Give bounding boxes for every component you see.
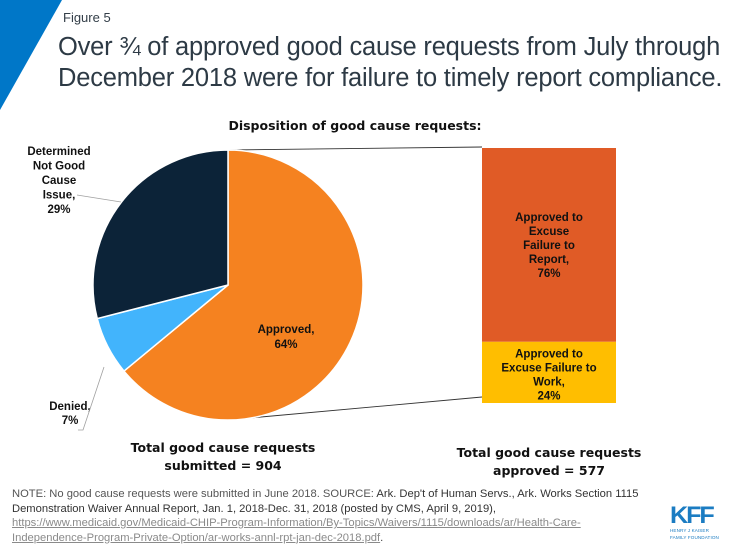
footnote-source: Ark. Dep't of Human Servs., Ark. Works S…: [12, 488, 639, 515]
source-link[interactable]: https://www.medicaid.gov/Medicaid-CHIP-P…: [12, 517, 581, 544]
bar-label-excuse_work-pct: 24%: [537, 390, 560, 402]
pie-label-approved: Approved,: [258, 324, 315, 336]
pie-labels: Approved, 64% Denied, 7% Determined Not Good C…: [27, 146, 315, 431]
pie-caption-line-1: Total good cause requests: [131, 440, 316, 455]
title-line-2: December 2018 were for failure to timely…: [58, 64, 723, 92]
bar-label-excuse_work-line-1: Approved to: [515, 348, 583, 360]
bar-label-excuse_report-line-1: Approved to: [515, 212, 583, 224]
bar-label-excuse_work-line-3: Work,: [533, 376, 565, 388]
footnote-note: NOTE: No good cause requests were submit…: [12, 488, 377, 500]
pie-label-not-good-cause-line-3: Cause: [42, 175, 77, 187]
pie-caption-line-2: submitted = 904: [164, 458, 282, 473]
pie-label-denied-pct: 7%: [62, 415, 79, 427]
bar-label-excuse_work-line-2: Excuse Failure to: [501, 362, 596, 374]
footnote-trailing: .: [380, 531, 384, 544]
pie-slice-approved: [122, 149, 364, 421]
chart-title: Disposition of good cause requests:: [228, 118, 481, 133]
bar-label-excuse_report-line-3: Failure to: [523, 240, 575, 252]
bar-segment-excuse_work: [482, 341, 616, 403]
figure-label: Figure 5: [63, 10, 111, 25]
bar-caption-line-2: approved = 577: [493, 463, 605, 478]
pie-label-not-good-cause-line-4: Issue,: [43, 190, 76, 202]
bar-label-excuse_report-line-4: Report,: [529, 254, 569, 266]
denied-leader-line: [78, 366, 105, 431]
connector-bottom: [249, 396, 483, 419]
pie-label-approved-pct: 64%: [274, 339, 297, 351]
bar-label-excuse_report-pct: 76%: [537, 268, 560, 280]
kff-logo-line-2: FAMILY FOUNDATION: [670, 534, 719, 540]
kff-logo-line-1: HENRY J KAISER: [670, 528, 710, 533]
not-good-cause-leader-line: [76, 194, 122, 203]
title-line-1: Over ¾ of approved good cause requests f…: [58, 33, 721, 61]
connector-top: [227, 146, 483, 151]
pie-label-not-good-cause-pct: 29%: [47, 204, 70, 216]
pie-slice-not_good_cause: [92, 149, 229, 320]
kff-logo: KFF HENRY J KAISER FAMILY FOUNDATION: [670, 502, 730, 540]
footnote: NOTE: No good cause requests were submit…: [12, 487, 652, 545]
pie-label-not-good-cause-line-1: Determined: [27, 146, 90, 158]
pie-to-bar-connectors: [227, 146, 483, 419]
chart-captions: Total good cause requests submitted = 904…: [131, 440, 642, 478]
pie-label-denied: Denied,: [49, 401, 91, 413]
kff-logo-mark: KFF: [670, 502, 715, 529]
pie-chart: [92, 149, 364, 421]
stacked-bar: Approved to Excuse Failure to Report, 76% App…: [482, 148, 616, 403]
bar-segment-excuse_report: [482, 148, 616, 342]
bar-label-excuse_report-line-2: Excuse: [529, 226, 569, 238]
pie-label-not-good-cause-line-2: Not Good: [33, 161, 85, 173]
bar-caption-line-1: Total good cause requests: [457, 445, 642, 460]
page-title: Over ¾ of approved good cause requests f…: [58, 32, 728, 94]
